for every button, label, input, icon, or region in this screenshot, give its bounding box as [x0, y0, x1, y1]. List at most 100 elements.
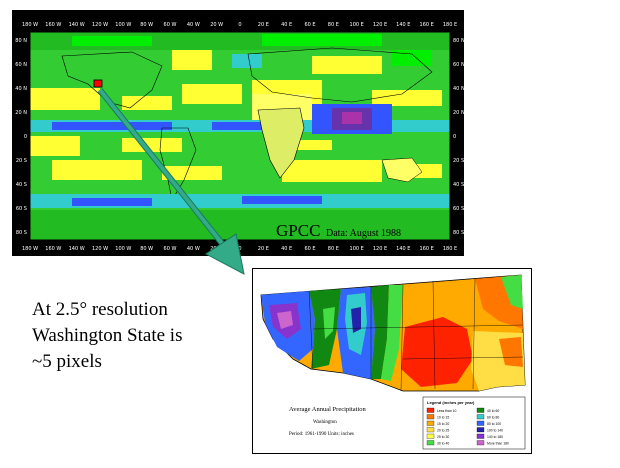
bottom-longitude-tick-label: 100 W: [115, 246, 131, 252]
arrow-head: [205, 233, 245, 275]
top-longitude-tick-label: 120 W: [92, 22, 108, 28]
top-longitude-tick-label: 20 W: [210, 22, 223, 28]
left-latitude-tick-label: 0: [24, 134, 27, 140]
bottom-longitude-ticks: 180 W 160 W 140 W 120 W 100 W 80 W 60 W 40 W 20 …: [22, 246, 457, 252]
legend-label: 80 to 100: [487, 422, 501, 426]
bottom-longitude-tick-label: 60 W: [164, 246, 177, 252]
right-latitude-tick-label: 60 S: [453, 206, 464, 212]
bottom-longitude-tick-label: 120 E: [373, 246, 387, 252]
wa-map-subtitle: Washington: [313, 420, 337, 425]
top-longitude-tick-label: 60 E: [304, 22, 315, 28]
left-latitude-tick-label: 60 N: [15, 62, 27, 68]
washington-highlight: [93, 79, 103, 88]
bottom-longitude-tick-label: 40 W: [187, 246, 200, 252]
right-latitude-tick-label: 20 S: [453, 158, 464, 164]
legend-title: Legend (inches per year): [427, 400, 475, 405]
right-latitude-tick-label: 40 N: [453, 86, 464, 92]
bottom-longitude-tick-label: 100 E: [350, 246, 364, 252]
bottom-longitude-tick-label: 20 E: [258, 246, 269, 252]
county-lines: [308, 278, 524, 392]
legend-label: 40 to 60: [487, 409, 499, 413]
wa-map-period: Period: 1961-1990 Units: inches: [289, 432, 354, 437]
bottom-longitude-tick-label: 160 E: [420, 246, 434, 252]
left-latitude-tick-label: 40 N: [15, 86, 27, 92]
gpcc-date: Data: August 1988: [326, 228, 401, 239]
legend-swatch: [476, 407, 485, 413]
legend-label: 10 to 15: [437, 416, 449, 420]
bottom-longitude-tick-label: 160 W: [45, 246, 61, 252]
washington-state-shape: [260, 274, 526, 392]
left-latitude-tick-label: 40 S: [16, 182, 27, 188]
right-latitude-tick-label: 80 N: [453, 38, 464, 44]
legend-label: More than 180: [487, 442, 509, 446]
top-longitude-tick-label: 20 E: [258, 22, 269, 28]
top-longitude-tick-label: 40 E: [281, 22, 292, 28]
legend-swatch: [426, 420, 435, 426]
top-longitude-tick-label: 40 W: [187, 22, 200, 28]
legend-swatch: [426, 433, 435, 439]
world-map-field: [30, 32, 450, 240]
top-longitude-tick-label: 180 W: [22, 22, 38, 28]
legend-label: 20 to 25: [437, 429, 449, 433]
top-longitude-tick-label: 100 W: [115, 22, 131, 28]
legend-label: 140 to 180: [487, 435, 503, 439]
legend-swatch: [476, 427, 485, 433]
legend-label: 60 to 80: [487, 416, 499, 420]
left-latitude-tick-label: 80 S: [16, 230, 27, 236]
left-latitude-ticks: 80 N 60 N 40 N 20 N 0 20 S 40 S 60 S 80 S: [15, 38, 27, 236]
caption-line-3: ~5 pixels: [32, 351, 102, 372]
top-longitude-tick-label: 160 W: [45, 22, 61, 28]
right-latitude-tick-label: 60 N: [453, 62, 464, 68]
legend-label: 25 to 30: [437, 435, 449, 439]
legend-label: 100 to 140: [487, 429, 503, 433]
bottom-longitude-tick-label: 80 W: [140, 246, 153, 252]
top-longitude-tick-label: 100 E: [350, 22, 364, 28]
top-longitude-tick-label: 140 E: [396, 22, 410, 28]
bottom-longitude-tick-label: 120 W: [92, 246, 108, 252]
right-latitude-tick-label: 40 S: [453, 182, 464, 188]
legend-items: Less than 10 10 to 15 15 to 20 20 to 25 25 t…: [426, 407, 509, 446]
legend-box: [422, 396, 526, 450]
legend-swatch: [476, 433, 485, 439]
top-longitude-tick-label: 160 E: [420, 22, 434, 28]
top-longitude-tick-label: 80 E: [328, 22, 339, 28]
left-latitude-tick-label: 80 N: [15, 38, 27, 44]
legend-swatch: [426, 407, 435, 413]
left-latitude-tick-label: 60 S: [16, 206, 27, 212]
bottom-longitude-tick-label: 80 E: [328, 246, 339, 252]
legend-label: Less than 10: [437, 409, 457, 413]
gpcc-title: GPCC: [276, 221, 320, 240]
right-latitude-tick-label: 80 S: [453, 230, 464, 236]
caption-line-2: Washington State is: [32, 325, 183, 346]
left-latitude-tick-label: 20 N: [15, 110, 27, 116]
bottom-longitude-tick-label: 0: [238, 246, 241, 252]
legend-swatch: [476, 440, 485, 446]
bottom-longitude-tick-label: 140 W: [69, 246, 85, 252]
bottom-longitude-tick-label: 140 E: [396, 246, 410, 252]
right-latitude-tick-label: 20 N: [453, 110, 464, 116]
top-longitude-tick-label: 140 W: [69, 22, 85, 28]
resolution-caption: At 2.5° resolution Washington State is ~…: [32, 297, 222, 375]
top-longitude-tick-label: 60 W: [164, 22, 177, 28]
map-frame: [29, 31, 451, 241]
top-longitude-tick-label: 180 E: [443, 22, 457, 28]
legend-swatch: [426, 427, 435, 433]
left-latitude-tick-label: 20 S: [16, 158, 27, 164]
top-longitude-tick-label: 80 W: [140, 22, 153, 28]
bottom-longitude-tick-label: 180 E: [443, 246, 457, 252]
legend-swatch: [426, 414, 435, 420]
right-latitude-tick-label: 0: [453, 134, 456, 140]
top-longitude-tick-label: 120 E: [373, 22, 387, 28]
bottom-longitude-tick-label: 180 W: [22, 246, 38, 252]
legend-label: 30 to 40: [437, 442, 449, 446]
legend-label: 15 to 20: [437, 422, 449, 426]
bottom-longitude-tick-label: 60 E: [304, 246, 315, 252]
precipitation-legend: Legend (inches per year) Less than 10 10 …: [422, 396, 526, 450]
legend-swatch: [476, 420, 485, 426]
world-precipitation-map: 180 W 160 W 140 W 120 W 100 W 80 W 60 W 40 W 20 …: [12, 10, 464, 256]
legend-swatch: [476, 414, 485, 420]
top-longitude-tick-label: 0: [238, 22, 241, 28]
washington-precipitation-map: Average Annual Precipitation Washington …: [252, 268, 532, 454]
top-longitude-ticks: 180 W 160 W 140 W 120 W 100 W 80 W 60 W 40 W 20 …: [22, 22, 457, 28]
